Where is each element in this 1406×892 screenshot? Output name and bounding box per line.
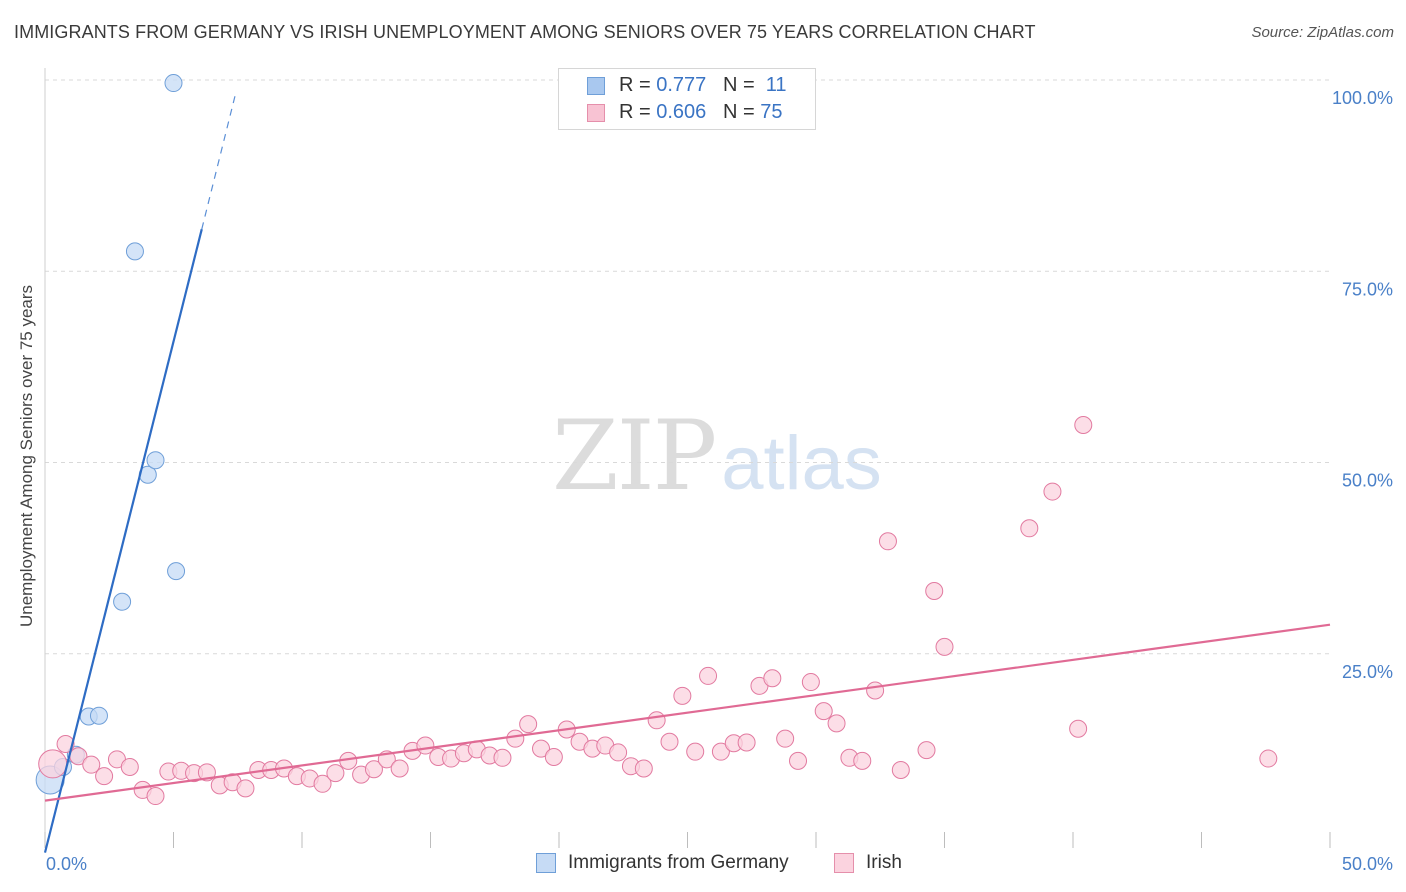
irish-point xyxy=(1259,749,1278,768)
x-tick-label-min: 0.0% xyxy=(46,854,87,874)
legend-swatch-irish xyxy=(587,104,605,122)
irish-point xyxy=(686,742,705,761)
y-tick-label: 100.0% xyxy=(1332,88,1393,108)
germany-point xyxy=(164,74,183,93)
irish-point xyxy=(789,751,808,770)
irish-point xyxy=(673,686,692,705)
irish-point xyxy=(634,759,653,778)
irish-point xyxy=(925,582,944,601)
legend-n-value: 11 xyxy=(765,74,787,96)
irish-point xyxy=(95,767,114,786)
irish-point xyxy=(737,733,756,752)
irish-point xyxy=(801,673,820,692)
irish-point xyxy=(313,774,332,793)
irish-point xyxy=(891,761,910,780)
legend-text-germany: R = 0.777 N = 11 xyxy=(619,74,787,97)
germany-point xyxy=(167,562,186,581)
irish-point xyxy=(38,749,68,779)
irish-point xyxy=(544,748,563,767)
germany-trend-extension xyxy=(201,95,236,230)
legend-swatch-germany xyxy=(587,77,605,95)
irish-point xyxy=(763,669,782,688)
irish-point xyxy=(1043,482,1062,501)
irish-trend-line xyxy=(44,623,1331,802)
irish-point xyxy=(519,715,538,734)
germany-trend-line xyxy=(43,228,203,853)
irish-point xyxy=(1069,719,1088,738)
legend-n-label: N = xyxy=(722,101,761,123)
irish-point xyxy=(146,787,165,806)
source-credit: Source: ZipAtlas.com xyxy=(1251,24,1394,41)
irish-point xyxy=(236,779,255,798)
germany-point xyxy=(89,706,108,725)
bottom-legend-swatch-irish xyxy=(834,853,854,873)
legend-r-value: 0.777 xyxy=(656,74,707,96)
irish-point xyxy=(493,748,512,767)
irish-point xyxy=(609,743,628,762)
legend-text-irish: R = 0.606 N = 75 xyxy=(619,101,782,124)
correlation-legend: R = 0.777 N = 11 R = 0.606 N = 75 xyxy=(558,68,816,130)
irish-point xyxy=(776,729,795,748)
irish-point xyxy=(917,741,936,760)
irish-point xyxy=(197,763,216,782)
irish-point xyxy=(647,711,666,730)
legend-r-value: 0.606 xyxy=(656,101,707,123)
irish-point xyxy=(878,532,897,551)
irish-point xyxy=(827,714,846,733)
y-tick-label: 75.0% xyxy=(1342,279,1393,299)
y-tick-label: 25.0% xyxy=(1342,662,1393,682)
irish-point xyxy=(326,764,345,783)
legend-n-value: 75 xyxy=(760,101,783,123)
irish-point xyxy=(82,755,101,774)
chart-title: IMMIGRANTS FROM GERMANY VS IRISH UNEMPLO… xyxy=(14,22,1036,42)
irish-point xyxy=(390,759,409,778)
irish-point xyxy=(532,739,551,758)
bottom-legend-label-germany: Immigrants from Germany xyxy=(568,852,789,873)
germany-point xyxy=(146,451,165,470)
irish-point xyxy=(1074,416,1093,435)
x-tick-label-max: 50.0% xyxy=(1342,854,1393,874)
irish-point xyxy=(1020,519,1039,538)
germany-point xyxy=(125,242,144,261)
watermark-atlas: atlas xyxy=(721,421,882,506)
legend-r-label: R = xyxy=(619,101,657,123)
y-tick-label: 50.0% xyxy=(1342,471,1393,491)
irish-point xyxy=(660,732,679,751)
irish-point xyxy=(853,751,872,770)
legend-n-label: N = xyxy=(722,74,761,96)
bottom-legend-swatch-germany xyxy=(536,853,556,873)
irish-point xyxy=(364,760,383,779)
irish-point xyxy=(56,735,75,754)
watermark: ZIPatlas xyxy=(552,400,882,512)
bottom-legend-label-irish: Irish xyxy=(866,852,902,873)
germany-point xyxy=(113,592,132,611)
irish-point xyxy=(711,742,730,761)
irish-point xyxy=(935,637,954,656)
legend-r-label: R = xyxy=(619,74,657,96)
irish-point xyxy=(120,757,139,776)
irish-point xyxy=(814,702,833,721)
watermark-zip: ZIP xyxy=(552,400,717,512)
irish-point xyxy=(866,681,885,700)
irish-point xyxy=(506,729,525,748)
irish-point xyxy=(699,666,718,685)
